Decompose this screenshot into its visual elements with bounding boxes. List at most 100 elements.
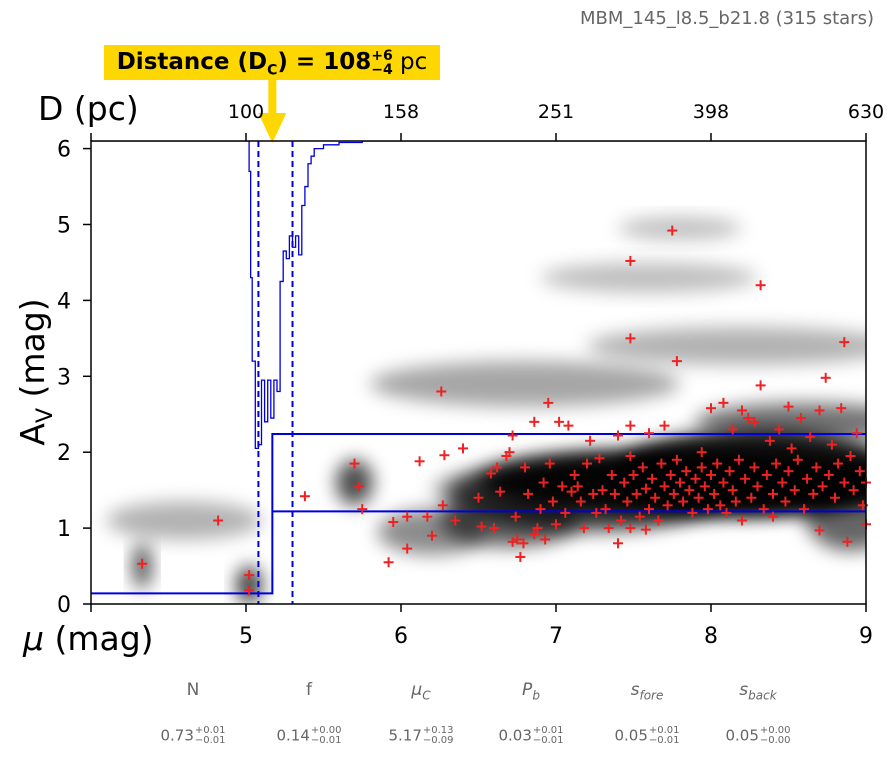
star-point xyxy=(520,462,530,473)
star-point xyxy=(544,458,555,469)
star-point xyxy=(585,435,596,446)
star-point xyxy=(706,403,716,414)
star-point xyxy=(427,530,437,541)
top-tick-label: 158 xyxy=(383,101,419,123)
star-point xyxy=(783,466,794,477)
x-axis-label: μ (mag) xyxy=(22,619,154,658)
star-point xyxy=(594,453,605,464)
star-point xyxy=(833,458,844,469)
y-tick-label: 0 xyxy=(57,593,71,618)
star-point xyxy=(814,525,825,536)
star-point xyxy=(473,492,484,503)
star-point xyxy=(724,466,735,477)
star-point xyxy=(699,481,710,492)
star-point xyxy=(582,458,592,469)
star-point xyxy=(761,469,772,480)
star-point xyxy=(768,511,778,522)
extinction-model-line xyxy=(91,432,866,595)
chart-subtitle: MBM_145_l8.5_b21.8 (315 stars) xyxy=(580,8,874,29)
star-point xyxy=(578,523,589,534)
star-point xyxy=(749,416,760,427)
distance-likelihood-curve xyxy=(91,141,866,450)
star-point xyxy=(637,462,648,473)
star-point xyxy=(557,481,568,492)
star-point xyxy=(625,255,636,266)
star-point xyxy=(422,511,433,522)
star-point xyxy=(795,413,806,424)
x-tick-label: 9 xyxy=(859,624,873,649)
star-point xyxy=(752,481,763,492)
star-point xyxy=(603,523,614,534)
star-point xyxy=(507,430,518,441)
star-point xyxy=(671,454,682,465)
star-point xyxy=(743,413,754,424)
star-point xyxy=(563,420,574,431)
star-point xyxy=(349,458,360,469)
star-point xyxy=(622,496,633,507)
star-point xyxy=(625,333,636,344)
star-point xyxy=(826,439,837,450)
star-point xyxy=(554,416,565,427)
star-point xyxy=(730,496,741,507)
star-point xyxy=(510,511,521,522)
star-point xyxy=(667,225,678,236)
top-tick-label: 100 xyxy=(228,101,264,123)
star-point xyxy=(613,538,623,549)
star-point xyxy=(758,504,769,515)
star-point xyxy=(727,424,738,435)
star-point xyxy=(523,488,534,499)
star-point xyxy=(755,380,766,391)
star-point xyxy=(733,454,744,465)
star-point xyxy=(566,486,577,497)
star-point xyxy=(647,473,658,484)
star-point xyxy=(450,515,461,526)
density-blob xyxy=(540,262,758,293)
top-tick-label: 251 xyxy=(538,101,574,123)
star-point xyxy=(485,468,496,479)
star-point xyxy=(665,469,676,480)
star-point xyxy=(737,515,747,526)
star-point xyxy=(746,492,757,503)
star-point xyxy=(712,458,723,469)
star-point xyxy=(532,523,543,534)
parameter-value: 0.14 +0.00 −0.01 xyxy=(276,725,342,746)
top-tick-label: 630 xyxy=(848,101,884,123)
star-point xyxy=(696,447,707,458)
density-map xyxy=(106,216,866,604)
star-point xyxy=(668,488,679,499)
star-point xyxy=(402,543,413,554)
y-tick-label: 3 xyxy=(57,365,71,390)
star-point xyxy=(650,492,661,503)
y-tick-label: 5 xyxy=(57,213,71,238)
star-point xyxy=(458,443,468,454)
star-points xyxy=(137,225,871,596)
y-axis-label: AV (mag) xyxy=(13,298,58,445)
star-point xyxy=(811,462,822,473)
y-tick-label: 6 xyxy=(57,138,71,163)
parameter-value: 0.73 +0.01 −0.01 xyxy=(160,725,226,746)
star-point xyxy=(504,447,515,458)
likelihood-step-line xyxy=(91,141,866,450)
star-point xyxy=(830,492,840,503)
star-point xyxy=(535,504,546,515)
star-point xyxy=(551,519,561,530)
x-tick-label: 5 xyxy=(239,624,253,649)
star-point xyxy=(439,450,450,461)
star-point xyxy=(492,462,503,473)
star-point xyxy=(244,585,255,596)
star-point xyxy=(808,488,819,499)
star-point xyxy=(244,570,255,581)
star-point xyxy=(783,401,794,412)
star-point xyxy=(681,466,692,477)
star-point xyxy=(675,477,685,488)
star-point xyxy=(817,481,828,492)
star-point xyxy=(644,504,654,515)
x-tick-label: 8 xyxy=(704,624,718,649)
star-point xyxy=(777,477,788,488)
star-point xyxy=(789,485,800,496)
parameter-name: N xyxy=(186,680,200,700)
star-point xyxy=(799,504,809,515)
star-point xyxy=(388,517,399,528)
star-point xyxy=(740,473,751,484)
star-point xyxy=(628,469,639,480)
